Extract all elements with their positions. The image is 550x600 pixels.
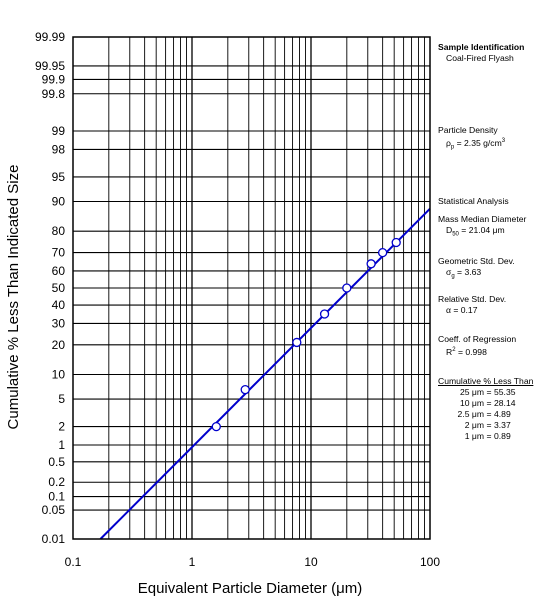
y-tick-label: 2 — [58, 420, 65, 434]
data-point — [342, 283, 352, 293]
cum-row-equals: = — [486, 398, 492, 408]
cum-row-value: 55.35 — [494, 387, 516, 397]
geometric-std-dev: Geometric Std. Dev. σg = 3.63 — [438, 256, 550, 283]
cum-row: 25 μm = 55.35 — [438, 387, 550, 398]
y-tick-label: 0.01 — [42, 532, 66, 546]
cum-row-value: 0.89 — [494, 431, 511, 441]
x-tick-label: 0.1 — [65, 555, 82, 569]
cum-row-value: 28.14 — [494, 398, 516, 408]
cum-row-label: 2.5 μm — [457, 409, 484, 419]
data-point — [211, 421, 221, 432]
cum-row-value: 4.89 — [494, 409, 511, 419]
y-tick-label: 60 — [52, 264, 66, 278]
cum-row: 10 μm = 28.14 — [438, 398, 550, 409]
y-tick-label: 0.05 — [42, 503, 66, 517]
data-point — [319, 309, 330, 319]
cum-row: 2.5 μm = 4.89 — [438, 409, 550, 420]
x-tick-label: 1 — [189, 555, 196, 569]
cum-row: 1 μm = 0.89 — [438, 431, 550, 442]
y-tick-label: 20 — [52, 338, 66, 352]
coeff-of-regression: Coeff. of Regression R2 = 0.998 — [438, 334, 550, 358]
y-tick-label: 99 — [52, 124, 66, 138]
cum-rows: 25 μm = 55.35 10 μm = 28.14 2.5 μm = 4.89 2 μm = 3.… — [438, 387, 550, 442]
mmd-value: D50 = 21.04 μm — [446, 225, 505, 238]
rsd-title: Relative Std. Dev. — [438, 294, 507, 304]
rsd-value: α = 0.17 — [446, 305, 478, 315]
gsd-title: Geometric Std. Dev. — [438, 256, 515, 266]
particle-density: Particle Density ρp = 2.35 g/cm3 — [438, 125, 550, 154]
gsd-value: σg = 3.63 — [446, 267, 482, 280]
cum-row-value: 3.37 — [494, 420, 511, 430]
y-tick-label: 99.99 — [35, 30, 65, 44]
cum-row-equals: = — [486, 420, 492, 430]
data-point — [377, 247, 388, 258]
mass-median-diameter: Mass Median Diameter D50 = 21.04 μm — [438, 214, 550, 241]
cum-row-equals: = — [486, 387, 492, 397]
cum-row: 2 μm = 3.37 — [438, 420, 550, 431]
y-tick-label: 99.9 — [42, 72, 66, 86]
cum-row-equals: = — [486, 431, 492, 441]
sample-value: Coal-Fired Flyash — [446, 53, 514, 63]
cumulative-table: Cumulative % Less Than 25 μm = 55.35 10 μm =… — [438, 376, 550, 442]
stat-title: Statistical Analysis — [438, 196, 509, 206]
regression-line — [99, 207, 431, 540]
data-point — [391, 237, 401, 248]
y-tick-label: 98 — [52, 142, 66, 156]
x-tick-label: 100 — [420, 555, 440, 569]
cum-row-label: 25 μm — [459, 387, 484, 397]
plot-frame — [72, 36, 431, 540]
cum-title: Cumulative % Less Than — [438, 376, 534, 386]
y-tick-label: 90 — [52, 195, 66, 209]
relative-std-dev: Relative Std. Dev. α = 0.17 — [438, 294, 550, 316]
y-tick-label: 0.2 — [48, 475, 65, 489]
y-tick-label: 5 — [58, 392, 65, 406]
sample-identification: Sample Identification Coal-Fired Flyash — [438, 42, 550, 64]
y-tick-labels: 0.01 0.050.10.2 0.5 1 2 5 10 20 30 40 50 60 70 80 90 95… — [35, 30, 65, 546]
y-tick-label: 1 — [58, 438, 65, 452]
y-tick-label: 0.5 — [48, 455, 65, 469]
y-tick-label: 95 — [52, 170, 66, 184]
y-tick-label: 99.8 — [42, 87, 66, 101]
x-tick-label: 10 — [304, 555, 318, 569]
reg-value: R2 = 0.998 — [446, 346, 487, 357]
y-tick-label: 0.1 — [48, 490, 65, 504]
y-tick-label: 50 — [52, 281, 66, 295]
density-title: Particle Density — [438, 125, 498, 135]
y-tick-label: 80 — [52, 224, 66, 238]
x-tick-labels: 0.1 1 10 100 — [65, 555, 441, 569]
data-point — [292, 337, 302, 348]
cum-row-label: 10 μm — [459, 398, 484, 408]
y-tick-label: 10 — [52, 367, 66, 381]
data-series — [99, 207, 431, 540]
x-axis-title: Equivalent Particle Diameter (μm) — [138, 580, 363, 597]
cum-row-equals: = — [486, 409, 492, 419]
y-tick-label: 30 — [52, 316, 66, 330]
y-tick-label: 70 — [52, 246, 66, 260]
density-value: ρp = 2.35 g/cm3 — [446, 137, 506, 151]
mmd-title: Mass Median Diameter — [438, 214, 527, 224]
cum-row-label: 2 μm — [464, 420, 484, 430]
reg-title: Coeff. of Regression — [438, 334, 517, 344]
data-point — [366, 259, 376, 269]
y-tick-label: 99.95 — [35, 59, 65, 73]
sample-title: Sample Identification — [438, 42, 525, 52]
y-tick-label: 40 — [52, 298, 66, 312]
data-point — [240, 385, 250, 395]
grid — [73, 36, 430, 540]
cum-row-label: 1 μm — [464, 431, 484, 441]
y-axis-title: Cumulative % Less Than Indicated Size — [5, 165, 22, 430]
statistical-analysis-title: Statistical Analysis — [438, 196, 550, 207]
